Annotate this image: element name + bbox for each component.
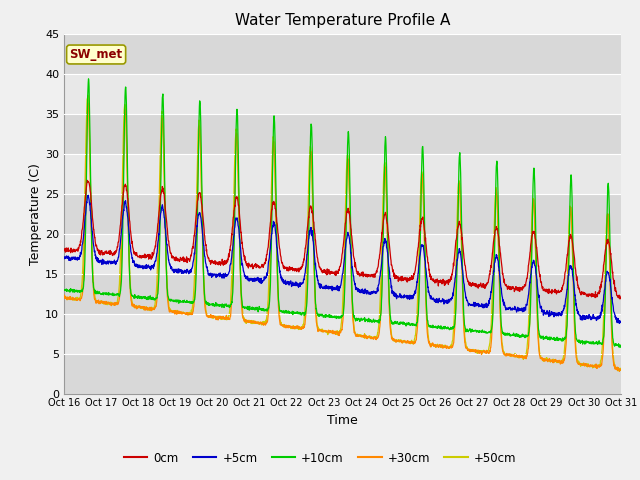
Bar [64, 234, 621, 274]
Title: Water Temperature Profile A: Water Temperature Profile A [235, 13, 450, 28]
Bar [64, 193, 621, 234]
Bar [64, 354, 621, 394]
Bar [64, 34, 621, 73]
Bar [64, 313, 621, 354]
Y-axis label: Temperature (C): Temperature (C) [29, 163, 42, 264]
Bar [64, 114, 621, 154]
Bar [64, 154, 621, 193]
Bar [64, 73, 621, 114]
Legend: 0cm, +5cm, +10cm, +30cm, +50cm: 0cm, +5cm, +10cm, +30cm, +50cm [119, 447, 521, 469]
Bar [64, 274, 621, 313]
X-axis label: Time: Time [327, 414, 358, 427]
Text: SW_met: SW_met [70, 48, 123, 61]
